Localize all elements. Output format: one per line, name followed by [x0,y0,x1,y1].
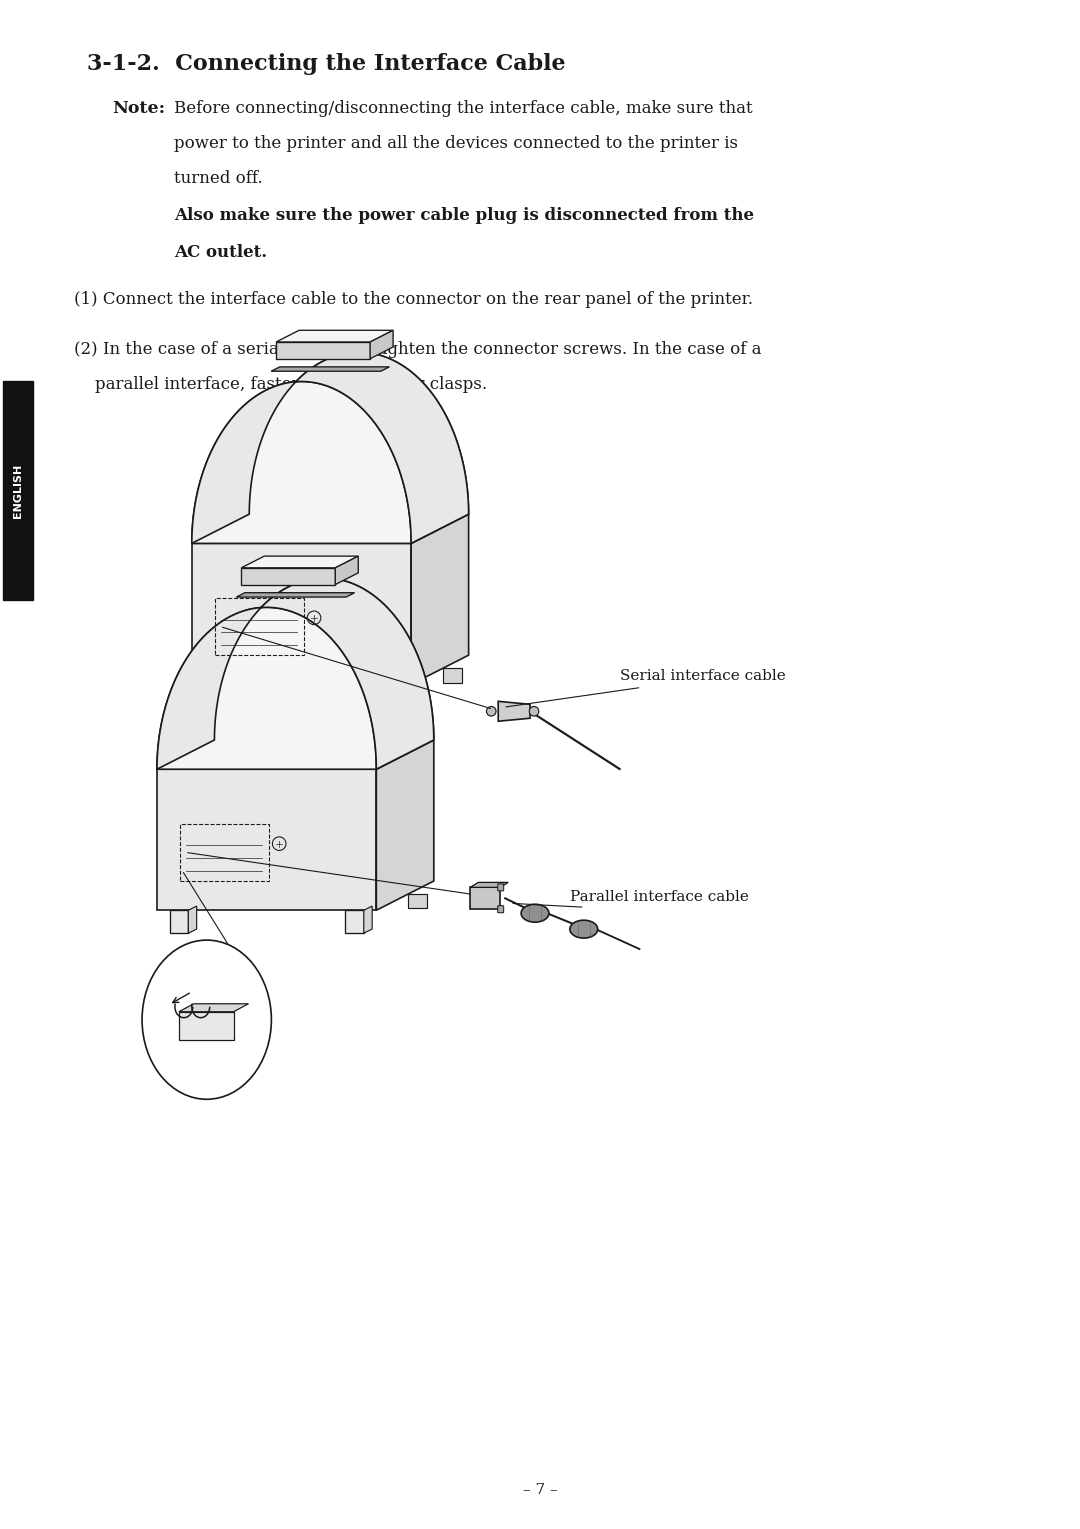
Bar [3,381,32,599]
Polygon shape [471,882,509,887]
Text: 3-1-2.  Connecting the Interface Cable: 3-1-2. Connecting the Interface Cable [87,52,566,75]
Polygon shape [364,907,373,933]
Polygon shape [345,910,364,933]
Polygon shape [376,740,434,910]
Polygon shape [179,1003,248,1012]
Text: Parallel interface cable: Parallel interface cable [570,890,748,904]
Polygon shape [241,567,335,584]
Polygon shape [411,514,469,685]
Text: (2) In the case of a serial interface, tighten the connector screws. In the case: (2) In the case of a serial interface, t… [75,341,761,358]
Ellipse shape [570,920,597,939]
Text: (1) Connect the interface cable to the connector on the rear panel of the printe: (1) Connect the interface cable to the c… [75,292,754,309]
Text: power to the printer and all the devices connected to the printer is: power to the printer and all the devices… [174,135,738,153]
Polygon shape [192,352,469,543]
Polygon shape [241,557,359,567]
Text: – 7 –: – 7 – [523,1483,557,1497]
Polygon shape [443,668,461,682]
Polygon shape [276,330,393,342]
Polygon shape [471,887,500,910]
Polygon shape [498,702,530,722]
Polygon shape [170,910,188,933]
Text: AC outlet.: AC outlet. [174,243,267,260]
Polygon shape [179,1012,233,1040]
Polygon shape [335,557,359,584]
Text: Before connecting/disconnecting the interface cable, make sure that: Before connecting/disconnecting the inte… [174,101,753,118]
Polygon shape [271,367,390,372]
Polygon shape [380,685,399,708]
Text: parallel interface, fasten the connector clasps.: parallel interface, fasten the connector… [75,376,487,393]
Polygon shape [370,330,393,359]
Polygon shape [192,543,411,685]
Polygon shape [408,894,427,908]
Polygon shape [204,685,224,708]
Text: Serial interface cable: Serial interface cable [620,670,785,683]
Polygon shape [192,514,469,543]
Polygon shape [237,593,354,598]
Polygon shape [249,352,469,514]
Polygon shape [399,680,407,708]
Polygon shape [157,769,376,910]
Polygon shape [157,607,376,769]
Bar [215,598,303,654]
Text: ENGLISH: ENGLISH [13,463,23,517]
Polygon shape [276,342,370,359]
Ellipse shape [143,940,271,1099]
Text: Also make sure the power cable plug is disconnected from the: Also make sure the power cable plug is d… [174,206,754,223]
Polygon shape [224,680,231,708]
FancyBboxPatch shape [498,905,503,913]
Circle shape [529,706,539,716]
Bar [180,824,269,881]
Text: Note:: Note: [112,101,165,118]
Polygon shape [157,578,434,769]
Text: turned off.: turned off. [174,170,262,187]
FancyBboxPatch shape [498,884,503,891]
Ellipse shape [521,904,549,922]
Polygon shape [157,740,434,769]
Circle shape [486,706,496,716]
Polygon shape [215,578,434,740]
Polygon shape [188,907,197,933]
Polygon shape [192,382,411,543]
